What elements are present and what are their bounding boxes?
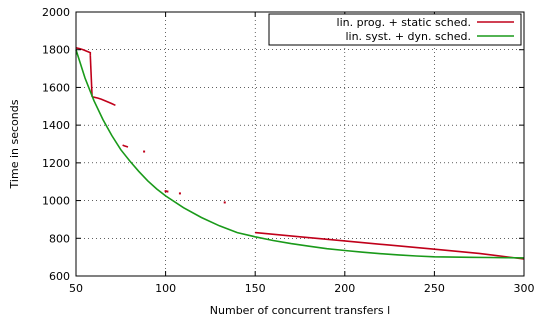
y-axis-label: Time in seconds bbox=[8, 99, 21, 189]
series-line-dyn-sched bbox=[75, 49, 525, 259]
grid bbox=[76, 12, 524, 276]
series-line-static-sched bbox=[89, 55, 93, 97]
x-tick-label: 100 bbox=[155, 282, 176, 295]
legend-entry-label: lin. prog. + static sched. bbox=[337, 16, 471, 29]
plot-frame bbox=[75, 11, 525, 277]
y-tick-label: 1000 bbox=[42, 195, 70, 208]
y-tick-label: 1600 bbox=[42, 81, 70, 94]
data-point-static-sched bbox=[164, 190, 167, 193]
data-point-static-sched bbox=[223, 201, 226, 204]
axis-ticks: 50 100 150 200 250 300 600 800 1000 1200 1400 1600 1… bbox=[42, 6, 535, 295]
x-tick-label: 300 bbox=[514, 282, 535, 295]
y-tick-label: 600 bbox=[49, 270, 70, 283]
x-tick-label: 50 bbox=[69, 282, 83, 295]
y-tick-label: 1800 bbox=[42, 44, 70, 57]
data-point-static-sched bbox=[166, 190, 169, 193]
series-line-static-sched bbox=[75, 47, 92, 56]
y-tick-label: 2000 bbox=[42, 6, 70, 19]
y-tick-label: 1400 bbox=[42, 119, 70, 132]
x-axis-label: Number of concurrent transfers l bbox=[210, 304, 390, 317]
series-line-static-sched bbox=[122, 144, 129, 148]
y-tick-label: 1200 bbox=[42, 157, 70, 170]
series-layer bbox=[75, 47, 525, 260]
legend-box bbox=[268, 13, 522, 46]
y-tick-label: 800 bbox=[49, 232, 70, 245]
legend: lin. prog. + static sched. lin. syst. + … bbox=[268, 13, 522, 46]
data-point-static-sched bbox=[143, 150, 146, 153]
legend-entry-label: lin. syst. + dyn. sched. bbox=[345, 30, 471, 43]
series-line-static-sched bbox=[91, 96, 116, 107]
x-tick-label: 150 bbox=[245, 282, 266, 295]
x-tick-label: 250 bbox=[424, 282, 445, 295]
data-point-static-sched bbox=[178, 192, 181, 195]
series-line-static-sched bbox=[255, 231, 525, 260]
x-tick-label: 200 bbox=[334, 282, 355, 295]
